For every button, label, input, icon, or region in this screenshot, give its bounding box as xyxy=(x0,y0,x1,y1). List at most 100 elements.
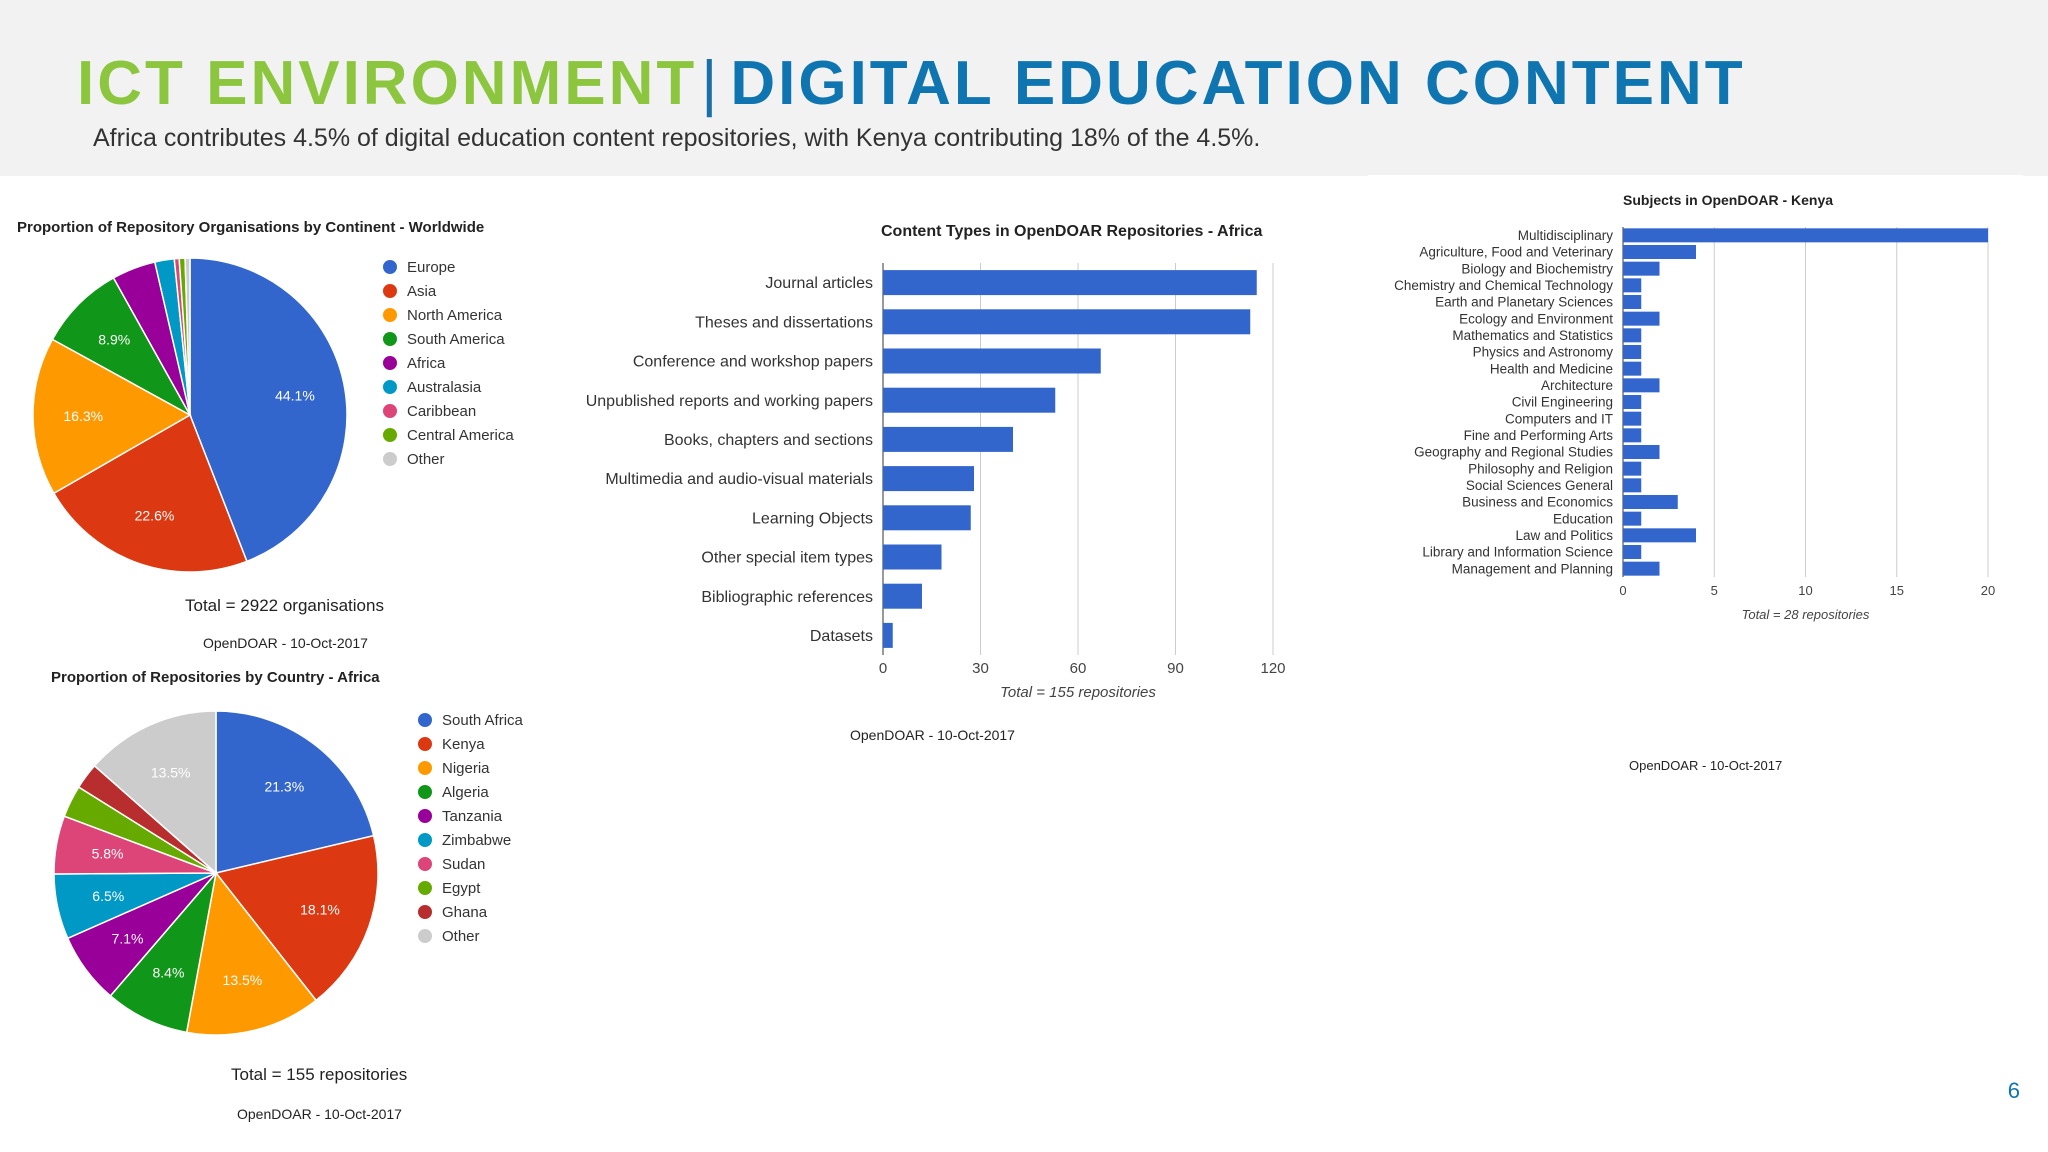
legend-label: Egypt xyxy=(442,879,481,897)
legend-swatch xyxy=(418,785,432,799)
legend-swatch xyxy=(418,737,432,751)
x-tick-label: 120 xyxy=(1260,660,1285,677)
y-category-label: Unpublished reports and working papers xyxy=(586,393,873,410)
x-axis-label: Total = 28 repositories xyxy=(1742,607,1870,622)
legend-label: Other xyxy=(442,927,480,945)
y-category-label: Books, chapters and sections xyxy=(664,432,873,449)
y-category-label: Other special item types xyxy=(701,550,873,567)
bar xyxy=(883,270,1257,296)
bar xyxy=(1623,395,1642,409)
legend-label: South Africa xyxy=(442,711,523,729)
legend-item: Kenya xyxy=(418,732,523,756)
bar-content-types: Content Types in OpenDOAR Repositories -… xyxy=(586,223,1286,701)
title-part1: ICT ENVIRONMENT xyxy=(77,49,698,118)
pie-slice-label: 6.5% xyxy=(92,888,124,904)
bar xyxy=(1623,228,1988,243)
legend-swatch xyxy=(383,356,397,370)
y-category-label: Journal articles xyxy=(765,275,873,292)
y-category-label: Agriculture, Food and Veterinary xyxy=(1419,245,1613,260)
y-category-label: Learning Objects xyxy=(752,510,873,527)
bar xyxy=(1623,245,1696,259)
pie-africa-panel: Proportion of Repositories by Country - … xyxy=(0,665,560,1135)
x-tick-label: 60 xyxy=(1070,660,1087,677)
pie-slice-kenya xyxy=(214,834,379,1002)
legend-item: Zimbabwe xyxy=(418,828,523,852)
pie-slice-label: 5.8% xyxy=(92,846,124,862)
pie-slice-south-america xyxy=(51,276,192,417)
pie-africa-total: Total = 155 repositories xyxy=(231,1065,408,1084)
bar xyxy=(883,505,971,531)
pie-worldwide-source: OpenDOAR - 10-Oct-2017 xyxy=(203,635,368,651)
bar xyxy=(1623,295,1642,309)
pie-slice-label: 22.6% xyxy=(135,508,175,524)
bar xyxy=(1623,411,1642,426)
x-tick-label: 5 xyxy=(1711,583,1718,598)
legend-label: Asia xyxy=(407,282,437,300)
bar-content-types-source: OpenDOAR - 10-Oct-2017 xyxy=(850,727,1015,743)
y-category-label: Ecology and Environment xyxy=(1459,311,1613,326)
y-category-label: Multidisciplinary xyxy=(1518,228,1614,243)
y-category-label: Law and Politics xyxy=(1515,528,1613,543)
y-category-label: Datasets xyxy=(810,628,873,645)
x-tick-label: 15 xyxy=(1890,583,1904,598)
y-category-label: Philosophy and Religion xyxy=(1468,461,1613,476)
bar xyxy=(1623,545,1642,559)
bar xyxy=(883,622,893,648)
bar xyxy=(883,309,1251,335)
legend-label: Central America xyxy=(407,426,514,444)
legend-item: Ghana xyxy=(418,900,523,924)
legend-item: Central America xyxy=(383,423,514,447)
bar xyxy=(1623,561,1660,576)
bar xyxy=(1623,311,1660,326)
y-category-label: Chemistry and Chemical Technology xyxy=(1394,278,1613,293)
legend-label: Tanzania xyxy=(442,807,503,825)
x-tick-label: 0 xyxy=(879,660,887,677)
legend-swatch xyxy=(418,881,432,895)
bar xyxy=(1623,461,1642,476)
bar xyxy=(1623,378,1660,393)
legend-item: Other xyxy=(418,924,523,948)
pie-slice-europe xyxy=(189,257,348,563)
legend-swatch xyxy=(383,404,397,418)
pie-africa: 21.3% 18.1% 13.5% 8.4% 7.1% 6.5% 5.8% 13.5% xyxy=(53,710,379,1036)
bar xyxy=(1623,345,1642,359)
y-category-label: Earth and Planetary Sciences xyxy=(1435,295,1613,310)
y-category-label: Health and Medicine xyxy=(1490,361,1613,376)
bar xyxy=(1623,261,1660,276)
legend-swatch xyxy=(418,833,432,847)
bar xyxy=(1623,328,1642,343)
chart-title: Subjects in OpenDOAR - Kenya xyxy=(1623,192,1833,208)
pie-slice-other xyxy=(184,257,191,416)
pie-slice-label: 8.4% xyxy=(153,964,185,980)
y-category-label: Theses and dissertations xyxy=(695,314,873,331)
legend-worldwide: Europe Asia North America South America Afri… xyxy=(383,255,514,471)
pie-slice-south-africa xyxy=(215,710,375,874)
title-separator: | xyxy=(701,49,721,118)
bar xyxy=(1623,278,1642,293)
legend-swatch xyxy=(383,284,397,298)
x-tick-label: 10 xyxy=(1798,583,1812,598)
legend-item: Europe xyxy=(383,255,514,279)
slide-title: ICT ENVIRONMENT| DIGITAL EDUCATION CONTEN… xyxy=(77,48,1746,120)
y-category-label: Social Sciences General xyxy=(1466,478,1613,493)
pie-slice-other xyxy=(93,710,217,875)
legend-label: Kenya xyxy=(442,735,485,753)
legend-item: Caribbean xyxy=(383,399,514,423)
pie-africa-source: OpenDOAR - 10-Oct-2017 xyxy=(237,1106,402,1122)
bar xyxy=(1623,495,1678,509)
x-tick-label: 90 xyxy=(1167,660,1184,677)
legend-swatch xyxy=(418,929,432,943)
legend-swatch xyxy=(418,761,432,775)
legend-label: Sudan xyxy=(442,855,486,873)
pie-worldwide: 44.1% 22.6% 16.3% 8.9% xyxy=(32,257,348,573)
legend-label: Africa xyxy=(407,354,446,372)
y-category-label: Architecture xyxy=(1541,378,1613,393)
y-category-label: Conference and workshop papers xyxy=(633,354,873,371)
chart-title: Content Types in OpenDOAR Repositories -… xyxy=(881,223,1262,240)
y-category-label: Management and Planning xyxy=(1452,561,1613,576)
legend-label: South America xyxy=(407,330,505,348)
pie-slice-label: 8.9% xyxy=(98,332,130,348)
y-category-label: Physics and Astronomy xyxy=(1473,345,1614,360)
legend-item: Asia xyxy=(383,279,514,303)
y-category-label: Multimedia and audio-visual materials xyxy=(605,471,873,488)
